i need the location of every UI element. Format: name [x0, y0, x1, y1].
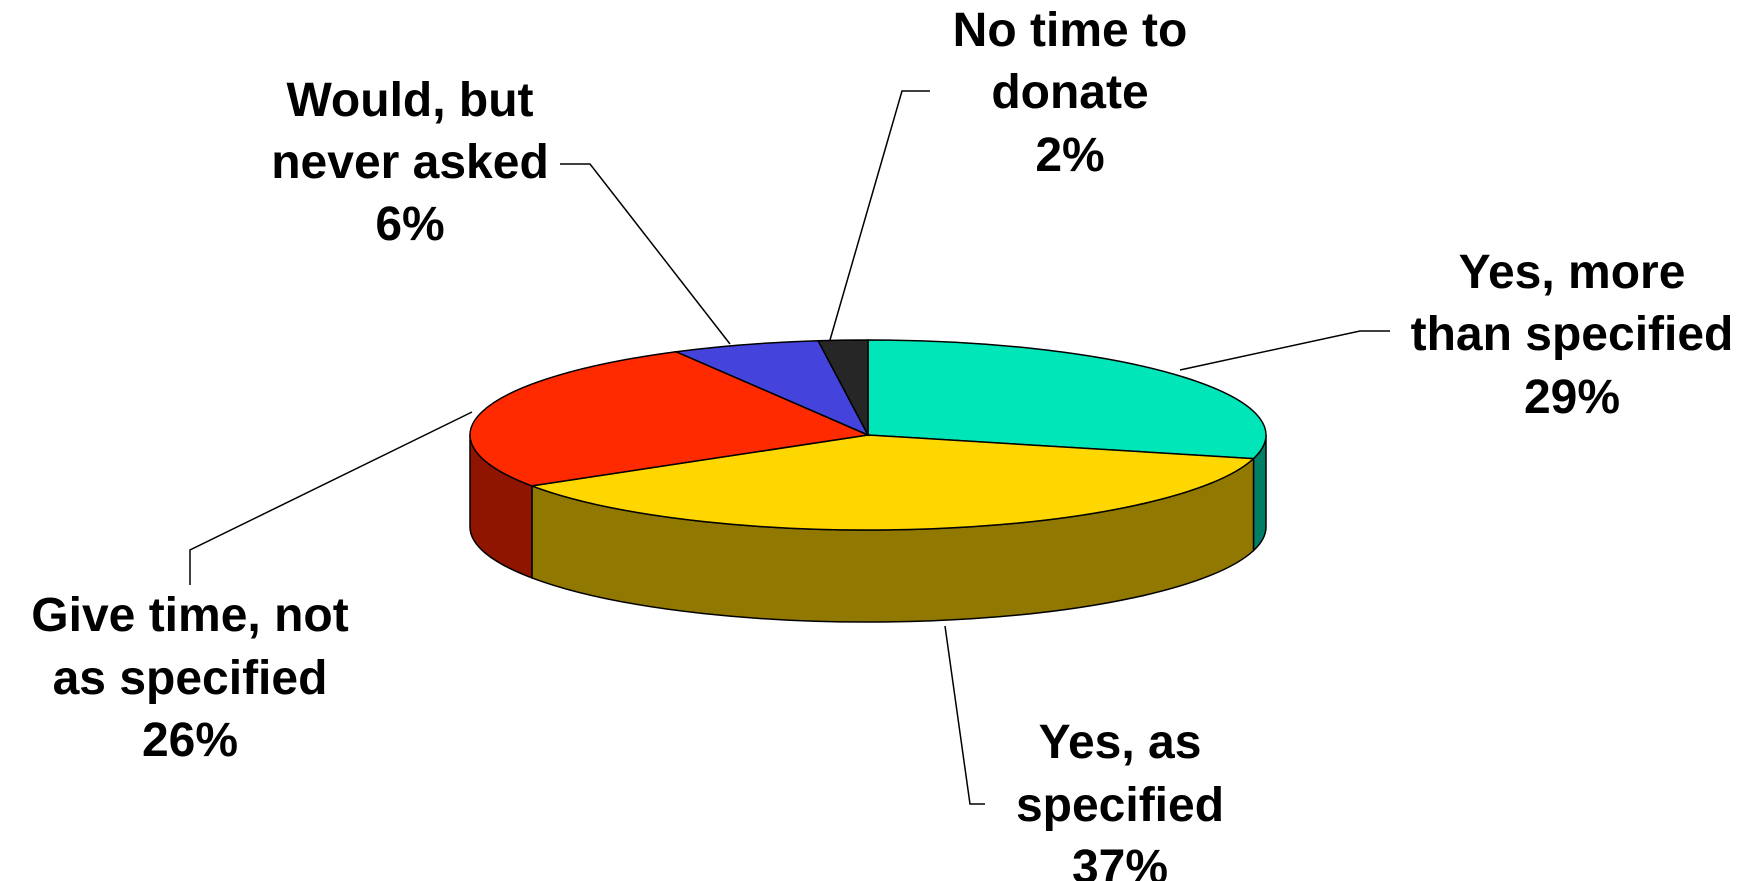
leader-line-yes-as-specified [944, 625, 985, 805]
slice-value-label: 6% [375, 198, 444, 251]
slice-value-label: 37% [1072, 841, 1168, 881]
slice-label-line: Yes, more [1459, 246, 1686, 299]
leader-line-would-but-never-asked [560, 163, 731, 345]
slice-value-label: 29% [1524, 371, 1620, 424]
slice-label-line: than specified [1411, 308, 1734, 361]
slice-label-line: never asked [271, 136, 549, 189]
slice-label-line: No time to [953, 4, 1188, 57]
slice-label-line: donate [991, 66, 1148, 119]
slice-labels: Yes, more than specified 29% Yes, as specifi… [31, 4, 1733, 881]
slice-value-label: 2% [1035, 129, 1104, 182]
pie-slice-yes-more-than-specified [867, 339, 1267, 460]
slice-value-label: 26% [142, 714, 238, 767]
slice-label-line: Would, but [286, 74, 533, 127]
pie-slice-no-time-to-donate [816, 339, 869, 436]
leader-line-no-time-to-donate [829, 90, 930, 341]
slice-label-would-but-never-asked: Would, but never asked 6% [271, 74, 549, 251]
leader-line-give-time-not-as-specified [189, 411, 473, 585]
slice-label-line: Yes, as [1039, 716, 1202, 769]
leader-lines [189, 90, 1390, 805]
pie-sides [469, 434, 1267, 623]
slice-label-give-time-not-as-specified: Give time, not as specified 26% [31, 589, 348, 767]
pie-slices [469, 339, 1267, 531]
pie-slice-give-time-not-as-specified [469, 350, 871, 487]
slice-label-line: as specified [53, 652, 328, 705]
slice-label-line: specified [1016, 779, 1224, 832]
slice-label-yes-as-specified: Yes, as specified 37% [1016, 716, 1224, 881]
slice-label-no-time-to-donate: No time to donate 2% [953, 4, 1188, 182]
leader-line-yes-more-than-specified [1179, 330, 1390, 371]
slice-label-line: Give time, not [31, 589, 348, 642]
pie-slice-would-but-never-asked [673, 339, 870, 437]
slice-label-yes-more-than-specified: Yes, more than specified 29% [1411, 246, 1734, 424]
